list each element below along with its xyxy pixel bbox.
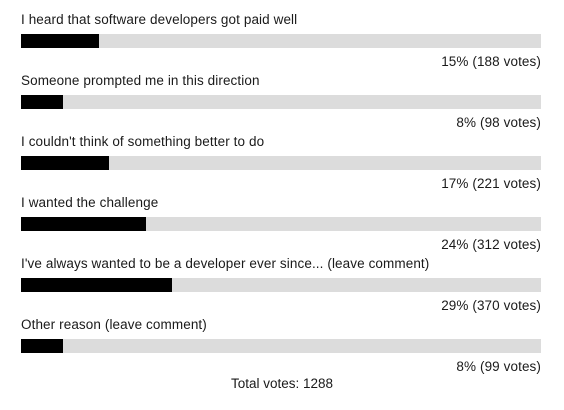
poll-option: I wanted the challenge 24% (312 votes)	[0, 195, 564, 255]
poll-bar-fill	[21, 278, 172, 292]
poll-option-label: Other reason (leave comment)	[21, 317, 207, 332]
poll-option-result: 17% (221 votes)	[441, 176, 541, 191]
poll-bar-track	[21, 339, 541, 353]
poll-bar-fill	[21, 217, 146, 231]
poll-option-result: 8% (99 votes)	[456, 359, 541, 374]
poll-option-label: I couldn't think of something better to …	[21, 134, 265, 149]
poll-option-result: 8% (98 votes)	[456, 115, 541, 130]
poll-option-result: 24% (312 votes)	[441, 237, 541, 252]
poll-option: Someone prompted me in this direction 8%…	[0, 73, 564, 133]
poll-option-label: I wanted the challenge	[21, 195, 159, 210]
poll-bar-fill	[21, 95, 63, 109]
poll-option-label: Someone prompted me in this direction	[21, 73, 260, 88]
poll-option: I heard that software developers got pai…	[0, 12, 564, 72]
total-votes: Total votes: 1288	[230, 376, 334, 391]
poll-bar-track	[21, 217, 541, 231]
poll-bar-track	[21, 95, 541, 109]
poll-option: I couldn't think of something better to …	[0, 134, 564, 194]
poll-bar-fill	[21, 34, 99, 48]
poll-option: I've always wanted to be a developer eve…	[0, 256, 564, 316]
poll-option-result: 15% (188 votes)	[441, 54, 541, 69]
poll-option: Other reason (leave comment) 8% (99 vote…	[0, 317, 564, 377]
poll-option-label: I've always wanted to be a developer eve…	[21, 256, 430, 271]
poll-bar-track	[21, 278, 541, 292]
poll-bar-track	[21, 34, 541, 48]
poll-option-label: I heard that software developers got pai…	[21, 12, 298, 27]
poll-bar-fill	[21, 156, 109, 170]
poll-bar-track	[21, 156, 541, 170]
poll-bar-fill	[21, 339, 63, 353]
poll-option-result: 29% (370 votes)	[441, 298, 541, 313]
